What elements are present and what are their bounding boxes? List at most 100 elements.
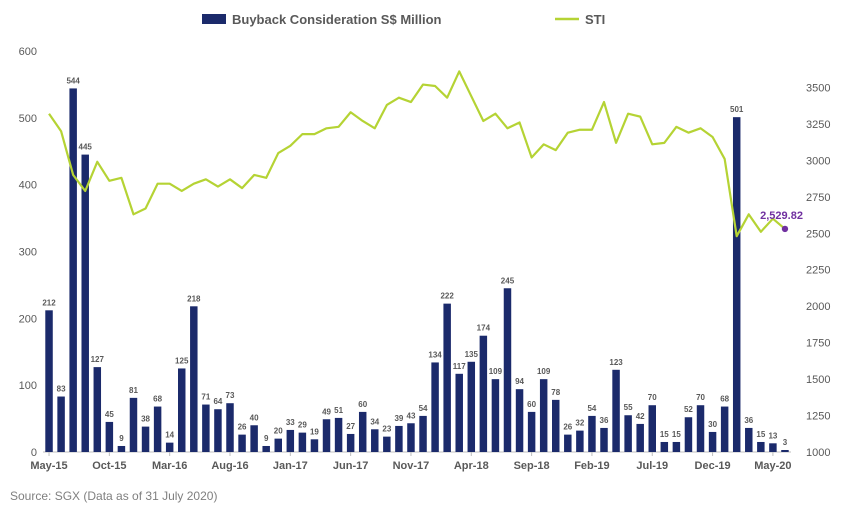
buyback-bar — [672, 441, 681, 452]
buyback-bar-label: 174 — [477, 324, 491, 333]
buyback-bar — [407, 423, 415, 452]
buyback-bar-label: 26 — [563, 423, 572, 432]
buyback-bar-label: 51 — [334, 406, 343, 415]
sti-last-point — [781, 225, 789, 233]
right-axis-tick: 3500 — [806, 82, 830, 94]
x-axis-tick-label: Oct-15 — [92, 460, 126, 472]
right-axis-tick: 1500 — [806, 374, 830, 386]
buyback-bar — [503, 288, 512, 452]
buyback-bar-label: 501 — [730, 105, 744, 114]
buyback-bar-label: 71 — [201, 393, 210, 402]
buyback-bar-label: 15 — [672, 430, 681, 439]
buyback-bar-label: 445 — [79, 143, 93, 152]
buyback-bar-label: 70 — [648, 393, 657, 402]
buyback-bar-label: 94 — [515, 377, 524, 386]
buyback-bar — [202, 404, 210, 452]
buyback-bar-label: 9 — [119, 434, 124, 443]
buyback-bar-label: 135 — [465, 350, 479, 359]
buyback-bar-label: 15 — [660, 430, 669, 439]
legend-bar-swatch — [202, 14, 226, 24]
x-axis-tick-label: May-20 — [754, 460, 791, 472]
left-axis-tick: 600 — [19, 46, 37, 58]
buyback-bar — [117, 445, 126, 452]
buyback-bar — [455, 373, 463, 452]
left-axis-tick: 100 — [19, 380, 37, 392]
right-axis-tick: 3250 — [806, 119, 830, 131]
buyback-bar — [129, 397, 138, 452]
buyback-bar-label: 54 — [419, 404, 428, 413]
buyback-bar — [250, 425, 258, 452]
buyback-bar-label: 109 — [537, 367, 551, 376]
buyback-bar-label: 36 — [600, 416, 609, 425]
buyback-bar-label: 52 — [684, 405, 693, 414]
buyback-bar — [69, 88, 77, 452]
legend-bar-label: Buyback Consideration S$ Million — [232, 12, 442, 27]
buyback-bar-label: 14 — [165, 431, 174, 440]
buyback-bar — [696, 405, 705, 452]
buyback-bar — [395, 425, 403, 452]
buyback-bar — [238, 434, 246, 452]
buyback-bar — [624, 415, 632, 452]
buyback-bar — [769, 443, 777, 452]
buyback-bar — [588, 415, 596, 452]
buyback-bar-label: 125 — [175, 356, 189, 365]
buyback-bar — [431, 362, 439, 452]
buyback-bar-label: 3 — [783, 438, 788, 447]
sti-line — [48, 70, 786, 238]
buyback-bar — [274, 438, 282, 452]
buyback-bar — [190, 306, 198, 452]
buyback-bar-label: 123 — [609, 358, 623, 367]
buyback-bar-label: 544 — [66, 76, 80, 85]
buyback-bar-label: 78 — [551, 388, 560, 397]
left-axis-tick: 0 — [31, 447, 37, 459]
x-axis-tick-label: Dec-19 — [695, 460, 731, 472]
buyback-bar-label: 40 — [250, 413, 259, 422]
buyback-bar — [781, 449, 789, 452]
buyback-bar — [334, 417, 343, 452]
buyback-bar-label: 222 — [440, 292, 454, 301]
buyback-bar-label: 134 — [428, 350, 442, 359]
x-axis-tick-label: May-15 — [30, 460, 67, 472]
right-axis-tick: 2000 — [806, 301, 830, 313]
buyback-bar-label: 49 — [322, 407, 331, 416]
right-axis: 1000 1250 1500 1750 2000 2250 2500 2750 3000 3250… — [806, 82, 830, 459]
buyback-bar — [214, 409, 222, 452]
left-axis-tick: 500 — [19, 113, 37, 125]
bar-series — [45, 88, 789, 452]
buyback-bar-label: 70 — [696, 393, 705, 402]
x-axis-tick-label: Jul-19 — [636, 460, 668, 472]
x-axis: May-15 Oct-15 Mar-16 Aug-16 Jan-17 Jun-17 Nov-… — [30, 451, 792, 472]
buyback-bar — [576, 430, 584, 452]
buyback-bar — [648, 405, 656, 452]
bar-data-labels: 2128354444512745981386814125218716473264… — [42, 76, 787, 447]
buyback-bar-label: 212 — [42, 298, 56, 307]
buyback-bar — [153, 406, 162, 452]
buyback-bar — [564, 434, 572, 452]
buyback-bar-label: 36 — [744, 416, 753, 425]
buyback-bar-label: 32 — [575, 419, 584, 428]
sti-last-label: 2,529.82 — [760, 210, 803, 222]
buyback-bar — [322, 419, 331, 452]
buyback-bar — [443, 303, 451, 452]
buyback-bar-label: 64 — [213, 397, 222, 406]
x-axis-tick-label: Apr-18 — [454, 460, 489, 472]
buyback-bar — [383, 436, 391, 452]
buyback-bar — [527, 411, 536, 452]
buyback-bar — [310, 439, 319, 452]
buyback-bar-label: 68 — [720, 395, 729, 404]
left-axis-tick: 400 — [19, 180, 37, 192]
buyback-bar-label: 13 — [768, 431, 777, 440]
source-note: Source: SGX (Data as of 31 July 2020) — [10, 489, 217, 503]
buyback-bar-label: 39 — [394, 414, 403, 423]
buyback-bar — [93, 367, 102, 452]
left-axis: 0 100 200 300 400 500 600 — [19, 46, 37, 459]
buyback-bar-label: 73 — [226, 391, 235, 400]
buyback-bar-label: 43 — [407, 411, 416, 420]
buyback-bar-label: 27 — [346, 422, 355, 431]
buyback-bar-label: 54 — [587, 404, 596, 413]
buyback-bar — [346, 433, 355, 452]
buyback-bar-label: 60 — [358, 400, 367, 409]
x-axis-tick-label: Jan-17 — [273, 460, 308, 472]
buyback-bar — [105, 421, 114, 452]
x-axis-tick-label: Aug-16 — [211, 460, 248, 472]
